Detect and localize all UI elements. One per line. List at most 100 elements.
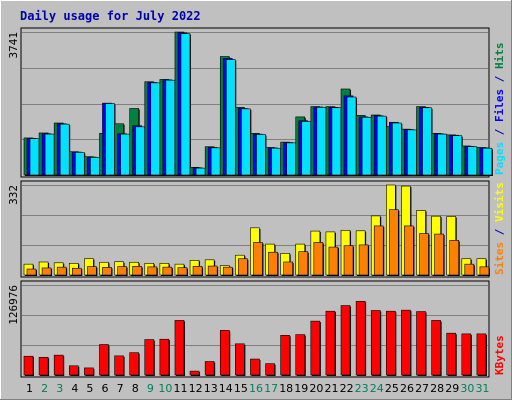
bar-sites-day-12: [192, 266, 203, 276]
panel-hits-axis-label-part-0: Pages: [493, 142, 506, 175]
panel-visits-ymax-label: 332: [7, 185, 20, 205]
bar-kbytes-day-7: [114, 355, 124, 376]
bar-kbytes-day-21: [325, 310, 336, 376]
bar-pages-day-4: [74, 152, 85, 176]
bar-sites-day-1: [26, 268, 37, 276]
bar-sites-day-21: [328, 246, 339, 276]
bar-pages-day-26: [407, 129, 417, 176]
bar-sites-day-4: [71, 267, 82, 276]
bar-pages-day-10: [165, 79, 176, 176]
bar-pages-day-31: [482, 147, 493, 176]
panel-kbytes: 126976 KBytes: [7, 280, 506, 378]
bar-kbytes-day-28: [431, 320, 441, 376]
bar-pages-day-16: [256, 134, 266, 176]
chart-title: Daily usage for July 2022: [20, 9, 201, 23]
bar-kbytes-day-15: [235, 343, 245, 376]
x-tick-label-1: 1: [26, 382, 33, 395]
bar-sites-day-18: [283, 261, 293, 276]
bar-kbytes-day-22: [340, 305, 351, 376]
bar-pages-day-3: [59, 123, 70, 176]
bar-sites-day-25: [389, 209, 399, 276]
bar-sites-day-27: [419, 233, 429, 276]
bar-pages-day-1: [29, 138, 40, 176]
bar-kbytes-day-26: [401, 309, 411, 376]
x-tick-label-12: 12: [189, 382, 203, 395]
bar-pages-day-30: [467, 146, 478, 176]
bar-kbytes-day-2: [38, 356, 49, 376]
bar-kbytes-day-6: [99, 344, 109, 376]
x-tick-label-14: 14: [219, 382, 233, 395]
bar-kbytes-day-5: [84, 367, 94, 376]
bar-sites-day-17: [268, 251, 278, 276]
x-tick-label-15: 15: [234, 382, 248, 395]
bar-kbytes-day-11: [174, 320, 185, 376]
bar-kbytes-day-16: [250, 358, 260, 376]
bar-sites-day-16: [253, 242, 263, 276]
bar-sites-day-26: [404, 225, 414, 276]
x-tick-label-23: 23: [355, 382, 369, 395]
bar-kbytes-day-20: [310, 320, 321, 376]
x-tick-label-20: 20: [309, 382, 323, 395]
bar-kbytes-day-4: [68, 365, 79, 376]
bar-pages-day-18: [286, 142, 296, 176]
bar-kbytes-day-31: [476, 333, 487, 376]
bar-kbytes-day-29: [446, 332, 457, 376]
bar-kbytes-day-24: [370, 310, 381, 376]
bar-kbytes-day-13: [204, 361, 215, 376]
panel-hits-ymax-label: 3741: [7, 32, 20, 59]
x-tick-label-26: 26: [400, 382, 414, 395]
bar-pages-day-21: [331, 107, 342, 176]
x-tick-label-6: 6: [102, 382, 109, 395]
x-tick-label-30: 30: [460, 382, 474, 395]
x-tick-label-11: 11: [174, 382, 188, 395]
bar-pages-day-25: [392, 122, 402, 176]
bar-sites-day-30: [464, 263, 475, 276]
bar-kbytes-day-12: [189, 370, 200, 376]
x-tick-label-5: 5: [86, 382, 93, 395]
bar-pages-day-23: [361, 116, 372, 176]
bar-pages-day-27: [422, 107, 432, 176]
bar-sites-day-28: [434, 233, 444, 276]
bar-sites-day-23: [358, 244, 369, 276]
bar-sites-day-22: [343, 245, 354, 276]
chart-panels: 3741 Pages / Files / Hits 332 Sites / Visit…: [7, 27, 506, 378]
bar-pages-day-6: [105, 103, 115, 176]
panel-visits: 332 Sites / Visits: [7, 180, 506, 278]
bar-sites-day-19: [298, 251, 309, 276]
x-tick-label-29: 29: [445, 382, 459, 395]
x-tick-label-7: 7: [117, 382, 124, 395]
bar-pages-day-5: [90, 157, 100, 176]
x-tick-label-4: 4: [71, 382, 78, 395]
x-tick-label-31: 31: [475, 382, 489, 395]
bar-pages-day-29: [452, 135, 463, 176]
x-tick-label-3: 3: [56, 382, 63, 395]
bar-sites-day-8: [132, 266, 142, 276]
bar-sites-day-7: [117, 266, 127, 276]
x-tick-label-25: 25: [385, 382, 399, 395]
panel-hits-axis-label-part-1: /: [493, 122, 506, 142]
panel-hits-axis-label-part-3: /: [493, 69, 506, 89]
panel-visits-axis-label-part-2: Visits: [493, 182, 506, 222]
bar-kbytes-day-3: [53, 354, 64, 376]
bar-sites-day-9: [147, 266, 158, 276]
x-tick-label-19: 19: [294, 382, 308, 395]
bar-pages-day-7: [120, 133, 130, 176]
bar-kbytes-day-30: [461, 333, 472, 376]
bar-kbytes-day-9: [144, 339, 155, 376]
x-tick-label-13: 13: [204, 382, 218, 395]
bar-sites-day-2: [41, 267, 52, 276]
bar-kbytes-day-8: [129, 352, 139, 376]
x-tick-label-28: 28: [430, 382, 444, 395]
bar-sites-day-31: [479, 266, 490, 276]
x-tick-label-27: 27: [415, 382, 429, 395]
x-tick-label-2: 2: [41, 382, 48, 395]
bar-pages-day-20: [316, 107, 327, 176]
x-tick-label-9: 9: [147, 382, 154, 395]
bar-sites-day-5: [87, 266, 97, 276]
x-tick-label-10: 10: [158, 382, 172, 395]
bar-kbytes-day-19: [295, 334, 306, 376]
bar-pages-day-28: [437, 133, 447, 176]
x-tick-label-24: 24: [370, 382, 384, 395]
bar-sites-day-6: [102, 267, 112, 276]
